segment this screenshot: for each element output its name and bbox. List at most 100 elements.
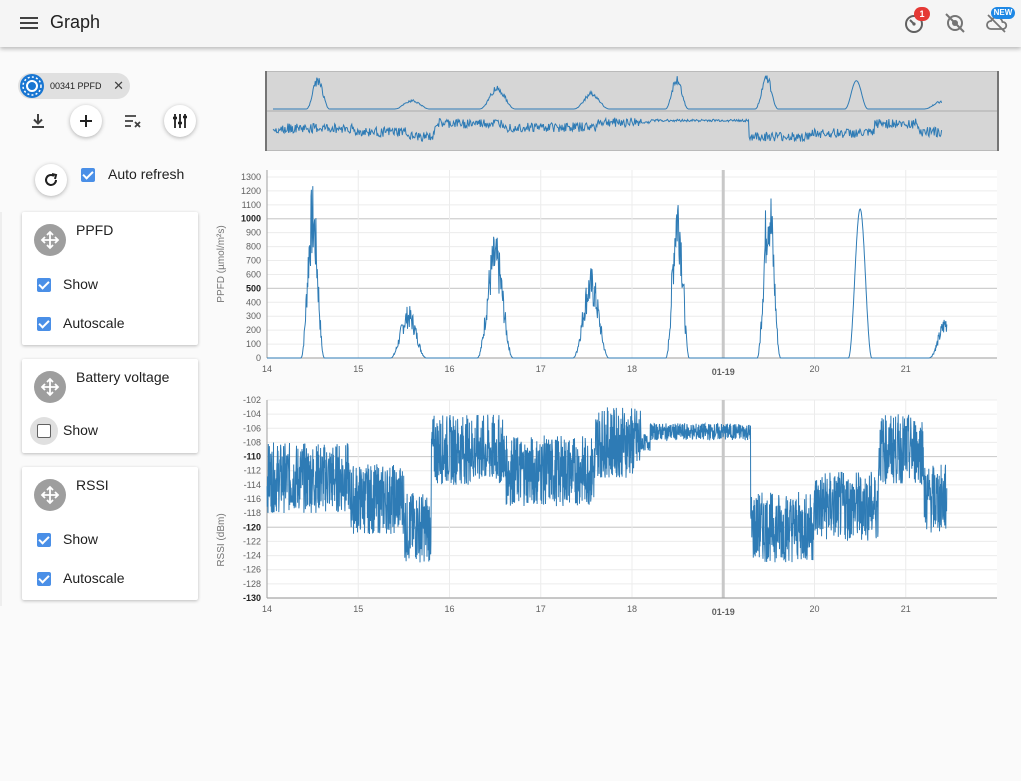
x-tick-label: 17 xyxy=(536,604,546,614)
device-chip[interactable]: 00341 PPFD ✕ xyxy=(18,73,130,99)
close-icon[interactable]: ✕ xyxy=(113,78,124,93)
y-tick-label: 200 xyxy=(246,325,261,335)
x-tick-label: 15 xyxy=(353,364,363,374)
series-card-title: Battery voltage xyxy=(76,369,170,385)
refresh-button[interactable] xyxy=(35,164,67,196)
ppfd-series-line xyxy=(267,186,948,359)
y-tick-label: 1100 xyxy=(242,200,261,210)
menu-icon[interactable] xyxy=(18,14,40,32)
autoscale-checkbox[interactable] xyxy=(37,317,51,331)
tune-icon xyxy=(173,114,187,128)
y-tick-label: 700 xyxy=(246,256,261,266)
ppfd-y-axis-label: PPFD (µmol/m²s) xyxy=(216,225,227,302)
series-card-ppfd: PPFD Show Autoscale xyxy=(22,212,198,345)
move-icon[interactable] xyxy=(34,479,66,511)
y-tick-label: -126 xyxy=(243,565,261,575)
x-tick-label: 20 xyxy=(809,364,819,374)
app-bar: Graph 1 NEW xyxy=(0,0,1021,47)
y-tick-label: 400 xyxy=(246,297,261,307)
ppfd-chart[interactable]: 0 100 200 300 400 500 600 700 800 900 1000 1100 1200… xyxy=(205,158,1005,388)
auto-refresh-label: Auto refresh xyxy=(108,166,185,182)
show-label: Show xyxy=(63,422,99,438)
show-checkbox[interactable] xyxy=(37,533,51,547)
y-tick-label: -128 xyxy=(243,579,261,589)
sensor-icon xyxy=(20,74,44,98)
refresh-icon xyxy=(45,173,58,186)
y-tick-label: -102 xyxy=(243,395,261,405)
y-tick-label: -114 xyxy=(244,480,261,490)
x-tick-label: 16 xyxy=(444,604,454,614)
x-tick-label: 21 xyxy=(901,364,911,374)
auto-refresh-checkbox[interactable] xyxy=(81,168,95,182)
y-tick-label: -124 xyxy=(243,551,261,561)
x-tick-label: 18 xyxy=(627,364,637,374)
x-tick-label: 16 xyxy=(444,364,454,374)
y-tick-label: -108 xyxy=(243,437,261,447)
x-tick-label: 18 xyxy=(627,604,637,614)
x-tick-label: 01-19 xyxy=(712,607,735,617)
tune-button[interactable] xyxy=(164,105,196,137)
rssi-series-line xyxy=(266,407,948,563)
y-tick-label: 300 xyxy=(246,311,261,321)
rssi-y-axis: -102 -104 -106 -108 -110 -112 -114 -116 -118 -120… xyxy=(243,395,261,603)
y-tick-label: -120 xyxy=(243,522,261,532)
overview-ppfd-line xyxy=(273,75,943,110)
ppfd-x-axis: 14 15 16 17 18 01-19 20 21 xyxy=(262,364,911,377)
cloud-off-icon[interactable]: NEW xyxy=(985,7,1015,35)
autoscale-checkbox[interactable] xyxy=(37,572,51,586)
notification-count-badge: 1 xyxy=(914,7,930,21)
series-card-title: RSSI xyxy=(76,477,109,493)
y-tick-label: -106 xyxy=(243,423,261,433)
divider xyxy=(0,212,2,606)
rssi-x-axis: 14 15 16 17 18 01-19 20 21 xyxy=(262,604,911,617)
clear-list-icon xyxy=(125,115,141,128)
y-tick-label: -122 xyxy=(243,536,261,546)
y-tick-label: 0 xyxy=(256,353,261,363)
range-handle-right[interactable] xyxy=(997,71,999,151)
y-tick-label: -118 xyxy=(244,508,261,518)
new-badge: NEW xyxy=(991,7,1015,19)
x-tick-label: 17 xyxy=(536,364,546,374)
x-tick-label: 15 xyxy=(353,604,363,614)
y-tick-label: -110 xyxy=(243,452,261,462)
y-tick-label: -116 xyxy=(244,494,261,504)
ppfd-grid xyxy=(266,170,997,359)
overview-rssi-line xyxy=(272,116,943,143)
show-label: Show xyxy=(63,531,99,547)
show-checkbox[interactable] xyxy=(37,424,51,438)
y-tick-label: -104 xyxy=(243,409,261,419)
notification-gauge-icon[interactable]: 1 xyxy=(902,7,930,35)
clear-list-button[interactable] xyxy=(117,105,149,137)
rssi-chart[interactable]: -102 -104 -106 -108 -110 -112 -114 -116 -118 -120… xyxy=(205,390,1005,630)
x-tick-label: 20 xyxy=(809,604,819,614)
move-icon[interactable] xyxy=(34,371,66,403)
range-handle-left[interactable] xyxy=(265,71,267,151)
y-tick-label: -112 xyxy=(244,466,261,476)
y-tick-label: 1300 xyxy=(241,172,261,182)
show-checkbox[interactable] xyxy=(37,278,51,292)
y-tick-label: -130 xyxy=(243,593,261,603)
series-card-title: PPFD xyxy=(76,222,114,238)
x-tick-label: 14 xyxy=(262,604,272,614)
show-label: Show xyxy=(63,276,99,292)
y-tick-label: 1000 xyxy=(241,214,261,224)
add-icon xyxy=(80,115,92,127)
device-chip-label: 00341 PPFD xyxy=(50,81,102,91)
series-card-battery-voltage: Battery voltage Show xyxy=(22,359,198,453)
download-icon xyxy=(32,114,44,128)
rssi-y-axis-label: RSSI (dBm) xyxy=(216,513,227,566)
add-button[interactable] xyxy=(70,105,102,137)
x-tick-label: 01-19 xyxy=(712,367,735,377)
x-tick-label: 14 xyxy=(262,364,272,374)
y-tick-label: 1200 xyxy=(241,186,261,196)
autoscale-label: Autoscale xyxy=(63,315,125,331)
y-tick-label: 100 xyxy=(246,339,261,349)
no-location-icon[interactable] xyxy=(943,11,967,35)
download-button[interactable] xyxy=(22,105,54,137)
move-icon[interactable] xyxy=(34,224,66,256)
y-tick-label: 900 xyxy=(246,228,261,238)
autoscale-label: Autoscale xyxy=(63,570,125,586)
overview-range-selector[interactable] xyxy=(265,71,999,151)
page-title: Graph xyxy=(50,12,101,32)
y-tick-label: 500 xyxy=(246,283,261,293)
